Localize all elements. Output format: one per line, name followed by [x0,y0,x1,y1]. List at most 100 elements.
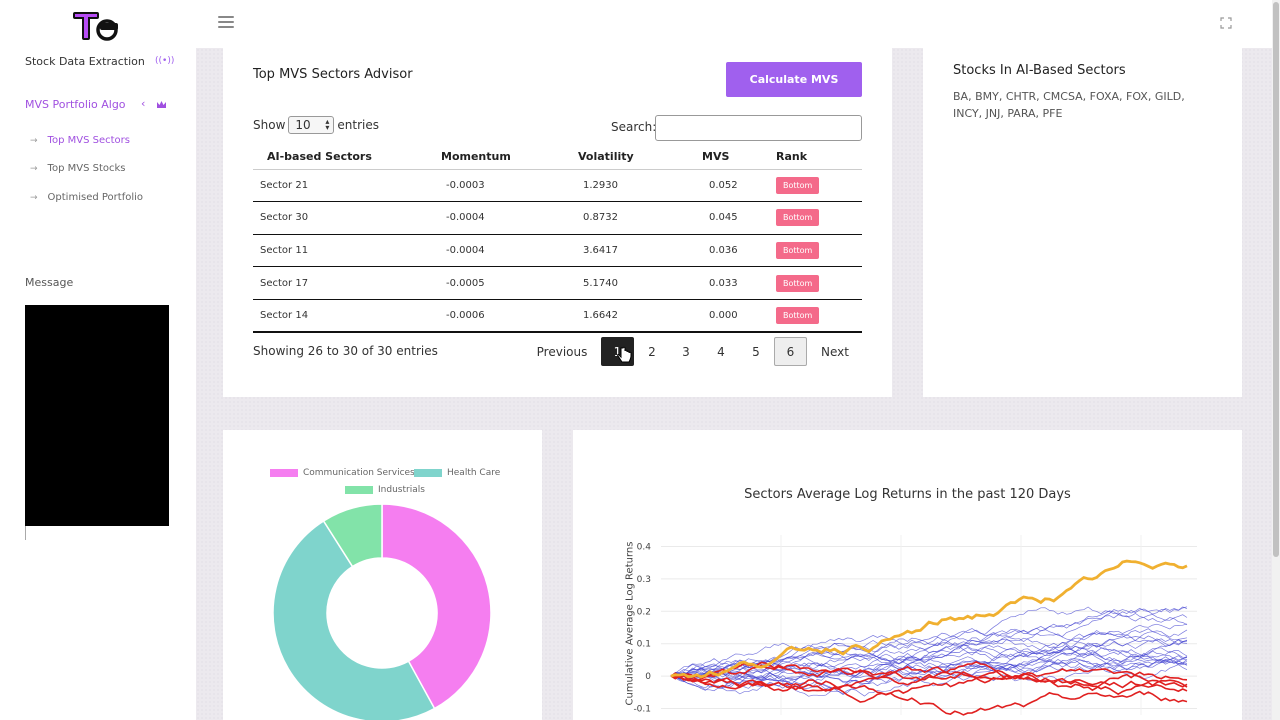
pagination-page-3[interactable]: 3 [682,344,690,359]
rank-badge[interactable]: Bottom [776,176,820,194]
series-line-blue[interactable] [670,623,1188,677]
sidebar-subitem-optimised-portfolio[interactable]: → Optimised Portfolio [30,192,143,203]
arrow-right-icon: → [30,164,38,174]
cell-rank: Bottom [776,266,862,300]
log-returns-line-chart: 0.4 0.3 0.2 0.1 0 -0.1 [633,535,1197,716]
series-line-blue[interactable] [670,658,1188,692]
hand-cursor-icon [617,346,632,363]
donut-slice[interactable] [381,503,492,710]
message-input-strip[interactable] [25,526,169,540]
series-line-blue[interactable] [670,634,1188,682]
cell-volatility: 1.6642 [578,298,702,333]
advisor-title: Top MVS Sectors Advisor [253,67,413,82]
column-header-volatility[interactable]: Volatility [578,150,634,164]
sidebar-item-stock-data-extraction[interactable]: Stock Data Extraction [25,55,145,68]
sidebar-item-mvs-portfolio-algo[interactable]: MVS Portfolio Algo [25,98,126,111]
pagination-page-4[interactable]: 4 [717,344,725,359]
series-line-blue[interactable] [670,644,1188,697]
entries-select-value: 10 [295,118,311,132]
show-label: Show [253,118,286,132]
series-line-red[interactable] [670,669,1188,693]
rank-badge[interactable]: Bottom [776,209,820,227]
column-header-momentum[interactable]: Momentum [441,150,511,164]
pagination-previous[interactable]: Previous [536,344,588,359]
rank-badge[interactable]: Bottom [776,306,820,324]
column-header-sector[interactable]: AI-based Sectors [267,150,372,164]
cell-momentum: -0.0006 [441,298,578,333]
chevron-left-icon[interactable]: ‹ [141,97,146,110]
legend-item[interactable]: Communication Services [270,468,415,478]
cell-momentum: -0.0005 [441,266,578,300]
pagination-page-5[interactable]: 5 [752,344,760,359]
cell-volatility: 5.1740 [578,266,702,300]
sidebar-subitem-top-mvs-sectors[interactable]: → Top MVS Sectors [30,135,130,146]
y-tick-label: 0 [645,672,651,682]
entries-length-control: Show 10 ▴ ▾ entries [253,116,379,134]
y-tick-label: -0.1 [633,705,651,715]
sidebar-subitem-label: Top MVS Sectors [47,135,130,146]
cell-sector: Sector 30 [253,201,441,235]
legend-label: Communication Services [303,468,415,478]
sidebar-subitem-label: Optimised Portfolio [47,192,144,203]
hamburger-menu-icon[interactable] [218,16,234,30]
sidebar-subitem-top-mvs-stocks[interactable]: → Top MVS Stocks [30,163,125,174]
cell-volatility: 3.6417 [578,233,702,267]
y-tick-label: 0.4 [637,542,652,552]
legend-swatch [414,469,442,477]
cell-rank: Bottom [776,233,862,267]
search-input[interactable] [655,115,862,141]
legend-item[interactable]: Industrials [345,485,425,495]
sidebar: Stock Data Extraction ((•)) MVS Portfoli… [0,48,196,720]
broadcast-icon: ((•)) [155,56,175,66]
series-line-blue[interactable] [670,606,1188,677]
arrow-right-icon: → [30,136,38,146]
fullscreen-icon[interactable] [1220,17,1232,29]
pagination-page-2[interactable]: 2 [648,344,656,359]
entries-select[interactable]: 10 ▴ ▾ [288,116,335,134]
message-heading: Message [25,276,74,289]
page-scrollbar-thumb[interactable] [1273,2,1279,557]
sidebar-item-label: Stock Data Extraction [25,55,145,68]
legend-item[interactable]: Health Care [414,468,500,478]
donut-slice[interactable] [322,503,383,568]
message-panel [25,305,169,526]
pagination-next[interactable]: Next [821,344,849,359]
series-line-blue[interactable] [670,655,1188,682]
top-bar [0,0,1280,48]
cell-momentum: -0.0004 [441,201,578,235]
table-row: Sector 17 -0.0005 5.1740 0.033 Bottom [253,266,862,300]
rank-badge[interactable]: Bottom [776,274,820,292]
legend-swatch [345,486,373,494]
column-header-mvs[interactable]: MVS [702,150,730,164]
cell-sector: Sector 21 [253,168,441,202]
pagination-page-6[interactable]: 6 [774,337,807,366]
cell-momentum: -0.0004 [441,233,578,267]
stocks-title: Stocks In AI-Based Sectors [953,63,1126,78]
calculate-mvs-button[interactable]: Calculate MVS [726,62,862,97]
column-header-rank[interactable]: Rank [776,150,808,164]
cell-rank: Bottom [776,298,862,333]
cell-sector: Sector 14 [253,298,441,333]
entries-label: entries [337,118,379,132]
line-chart-title: Sectors Average Log Returns in the past … [744,487,1071,502]
stocks-list: BA, BMY, CHTR, CMCSA, FOXA, FOX, GILD, I… [953,90,1185,120]
donut-slice[interactable] [272,519,436,720]
cell-rank: Bottom [776,168,862,202]
sidebar-subitem-label: Top MVS Stocks [47,163,126,174]
crown-icon [157,101,166,108]
series-line-blue[interactable] [670,629,1188,677]
app-logo[interactable] [70,8,126,44]
series-line-red[interactable] [670,671,1188,696]
series-line-blue[interactable] [670,651,1188,681]
rank-badge[interactable]: Bottom [776,241,820,259]
table-row: Sector 11 -0.0004 3.6417 0.036 Bottom [253,233,862,267]
table-row: Sector 21 -0.0003 1.2930 0.052 Bottom [253,168,862,202]
series-line-red[interactable] [670,675,1188,716]
cell-mvs: 0.052 [702,168,776,202]
arrow-right-icon: → [30,193,38,203]
legend-label: Industrials [378,485,425,495]
series-line-blue[interactable] [670,639,1188,683]
series-line-gold[interactable] [670,559,1188,679]
table-header-row: AI-based Sectors Momentum Volatility MVS… [253,145,862,169]
series-line-blue[interactable] [670,606,1188,677]
